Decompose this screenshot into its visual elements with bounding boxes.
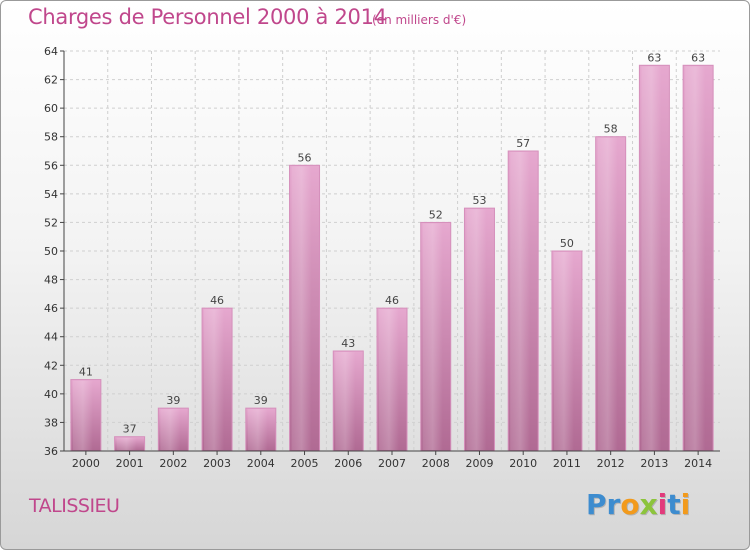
bar-sheen bbox=[685, 66, 706, 451]
bar-sheen bbox=[72, 380, 93, 450]
y-tick-label: 56 bbox=[44, 159, 58, 172]
axes-layer bbox=[60, 50, 720, 455]
labels-layer: 36 38 40 42 44 46 48 50 52 54 56 58 60 62 64 41 2000 37 20… bbox=[44, 45, 712, 470]
bar-value-label: 58 bbox=[604, 123, 618, 136]
commune-name: TALISSIEU bbox=[29, 495, 120, 517]
logo-letter: x bbox=[639, 488, 658, 521]
bar-sheen bbox=[422, 223, 443, 450]
bar-sheen bbox=[641, 66, 662, 451]
y-tick-label: 58 bbox=[44, 131, 58, 144]
bar-sheen bbox=[247, 409, 268, 450]
x-tick-label: 2007 bbox=[378, 457, 406, 470]
y-tick-label: 60 bbox=[44, 102, 58, 115]
bar-value-label: 39 bbox=[166, 394, 180, 407]
y-tick-label: 62 bbox=[44, 74, 58, 87]
bar-value-label: 57 bbox=[516, 137, 530, 150]
y-tick-label: 50 bbox=[44, 245, 58, 258]
x-tick-label: 2000 bbox=[72, 457, 100, 470]
x-tick-label: 2006 bbox=[334, 457, 362, 470]
bar-value-label: 46 bbox=[210, 294, 224, 307]
logo-letter: P bbox=[586, 488, 607, 521]
y-tick-label: 64 bbox=[44, 45, 58, 58]
bar-value-label: 43 bbox=[341, 337, 355, 350]
bar-value-label: 50 bbox=[560, 237, 574, 250]
x-tick-label: 2008 bbox=[422, 457, 450, 470]
x-tick-label: 2012 bbox=[597, 457, 625, 470]
bar-value-label: 39 bbox=[254, 394, 268, 407]
y-tick-label: 48 bbox=[44, 274, 58, 287]
bar-sheen bbox=[379, 309, 399, 450]
x-tick-label: 2005 bbox=[291, 457, 319, 470]
y-tick-label: 54 bbox=[44, 188, 58, 201]
bar-sheen bbox=[116, 437, 137, 450]
x-tick-label: 2003 bbox=[203, 457, 231, 470]
chart-title: Charges de Personnel 2000 à 2014 bbox=[28, 5, 387, 29]
bar-value-label: 53 bbox=[472, 194, 486, 207]
y-tick-label: 44 bbox=[44, 331, 58, 344]
x-tick-label: 2010 bbox=[509, 457, 537, 470]
bars-layer bbox=[70, 64, 714, 452]
y-tick-label: 38 bbox=[44, 416, 58, 429]
bar-sheen bbox=[466, 209, 487, 450]
bar-sheen bbox=[291, 166, 312, 451]
bar-value-label: 37 bbox=[123, 423, 137, 436]
bar-value-label: 46 bbox=[385, 294, 399, 307]
bar-value-label: 41 bbox=[79, 366, 93, 379]
x-tick-label: 2002 bbox=[159, 457, 187, 470]
logo-letter: r bbox=[606, 488, 621, 521]
x-tick-label: 2014 bbox=[684, 457, 712, 470]
x-tick-label: 2001 bbox=[116, 457, 144, 470]
bar-sheen bbox=[335, 352, 356, 450]
y-tick-label: 42 bbox=[44, 359, 58, 372]
bar-value-label: 52 bbox=[429, 208, 443, 221]
x-tick-label: 2011 bbox=[553, 457, 581, 470]
chart-subtitle: (en milliers d'€) bbox=[372, 13, 467, 27]
y-tick-label: 46 bbox=[44, 302, 58, 315]
logo-letter: t bbox=[667, 488, 681, 521]
x-tick-label: 2004 bbox=[247, 457, 275, 470]
y-tick-label: 52 bbox=[44, 216, 58, 229]
y-tick-label: 40 bbox=[44, 388, 58, 401]
bar-sheen bbox=[160, 409, 181, 450]
x-tick-label: 2009 bbox=[465, 457, 493, 470]
bar-value-label: 56 bbox=[298, 151, 312, 164]
y-tick-label: 36 bbox=[44, 445, 58, 458]
bar-value-label: 63 bbox=[691, 51, 705, 64]
logo-letter: o bbox=[620, 488, 640, 521]
bar-sheen bbox=[204, 309, 225, 450]
bar-sheen bbox=[553, 252, 574, 450]
proxiti-logo: Proxiti bbox=[586, 488, 690, 521]
bar-sheen bbox=[597, 137, 618, 450]
bar-sheen bbox=[510, 152, 531, 450]
logo-letter: i bbox=[657, 488, 668, 521]
x-tick-label: 2013 bbox=[640, 457, 668, 470]
bar-value-label: 63 bbox=[647, 51, 661, 64]
logo-letter: i bbox=[680, 488, 691, 521]
